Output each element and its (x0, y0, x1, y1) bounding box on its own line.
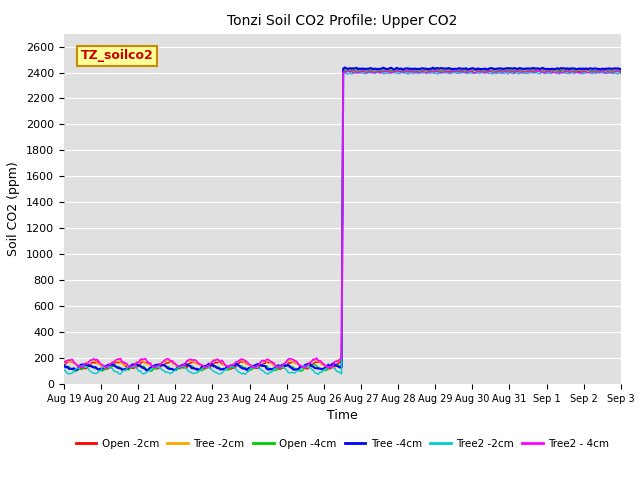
Y-axis label: Soil CO2 (ppm): Soil CO2 (ppm) (8, 161, 20, 256)
Text: TZ_soilco2: TZ_soilco2 (81, 49, 154, 62)
X-axis label: Time: Time (327, 409, 358, 422)
Legend: Open -2cm, Tree -2cm, Open -4cm, Tree -4cm, Tree2 -2cm, Tree2 - 4cm: Open -2cm, Tree -2cm, Open -4cm, Tree -4… (72, 435, 613, 453)
Title: Tonzi Soil CO2 Profile: Upper CO2: Tonzi Soil CO2 Profile: Upper CO2 (227, 14, 458, 28)
